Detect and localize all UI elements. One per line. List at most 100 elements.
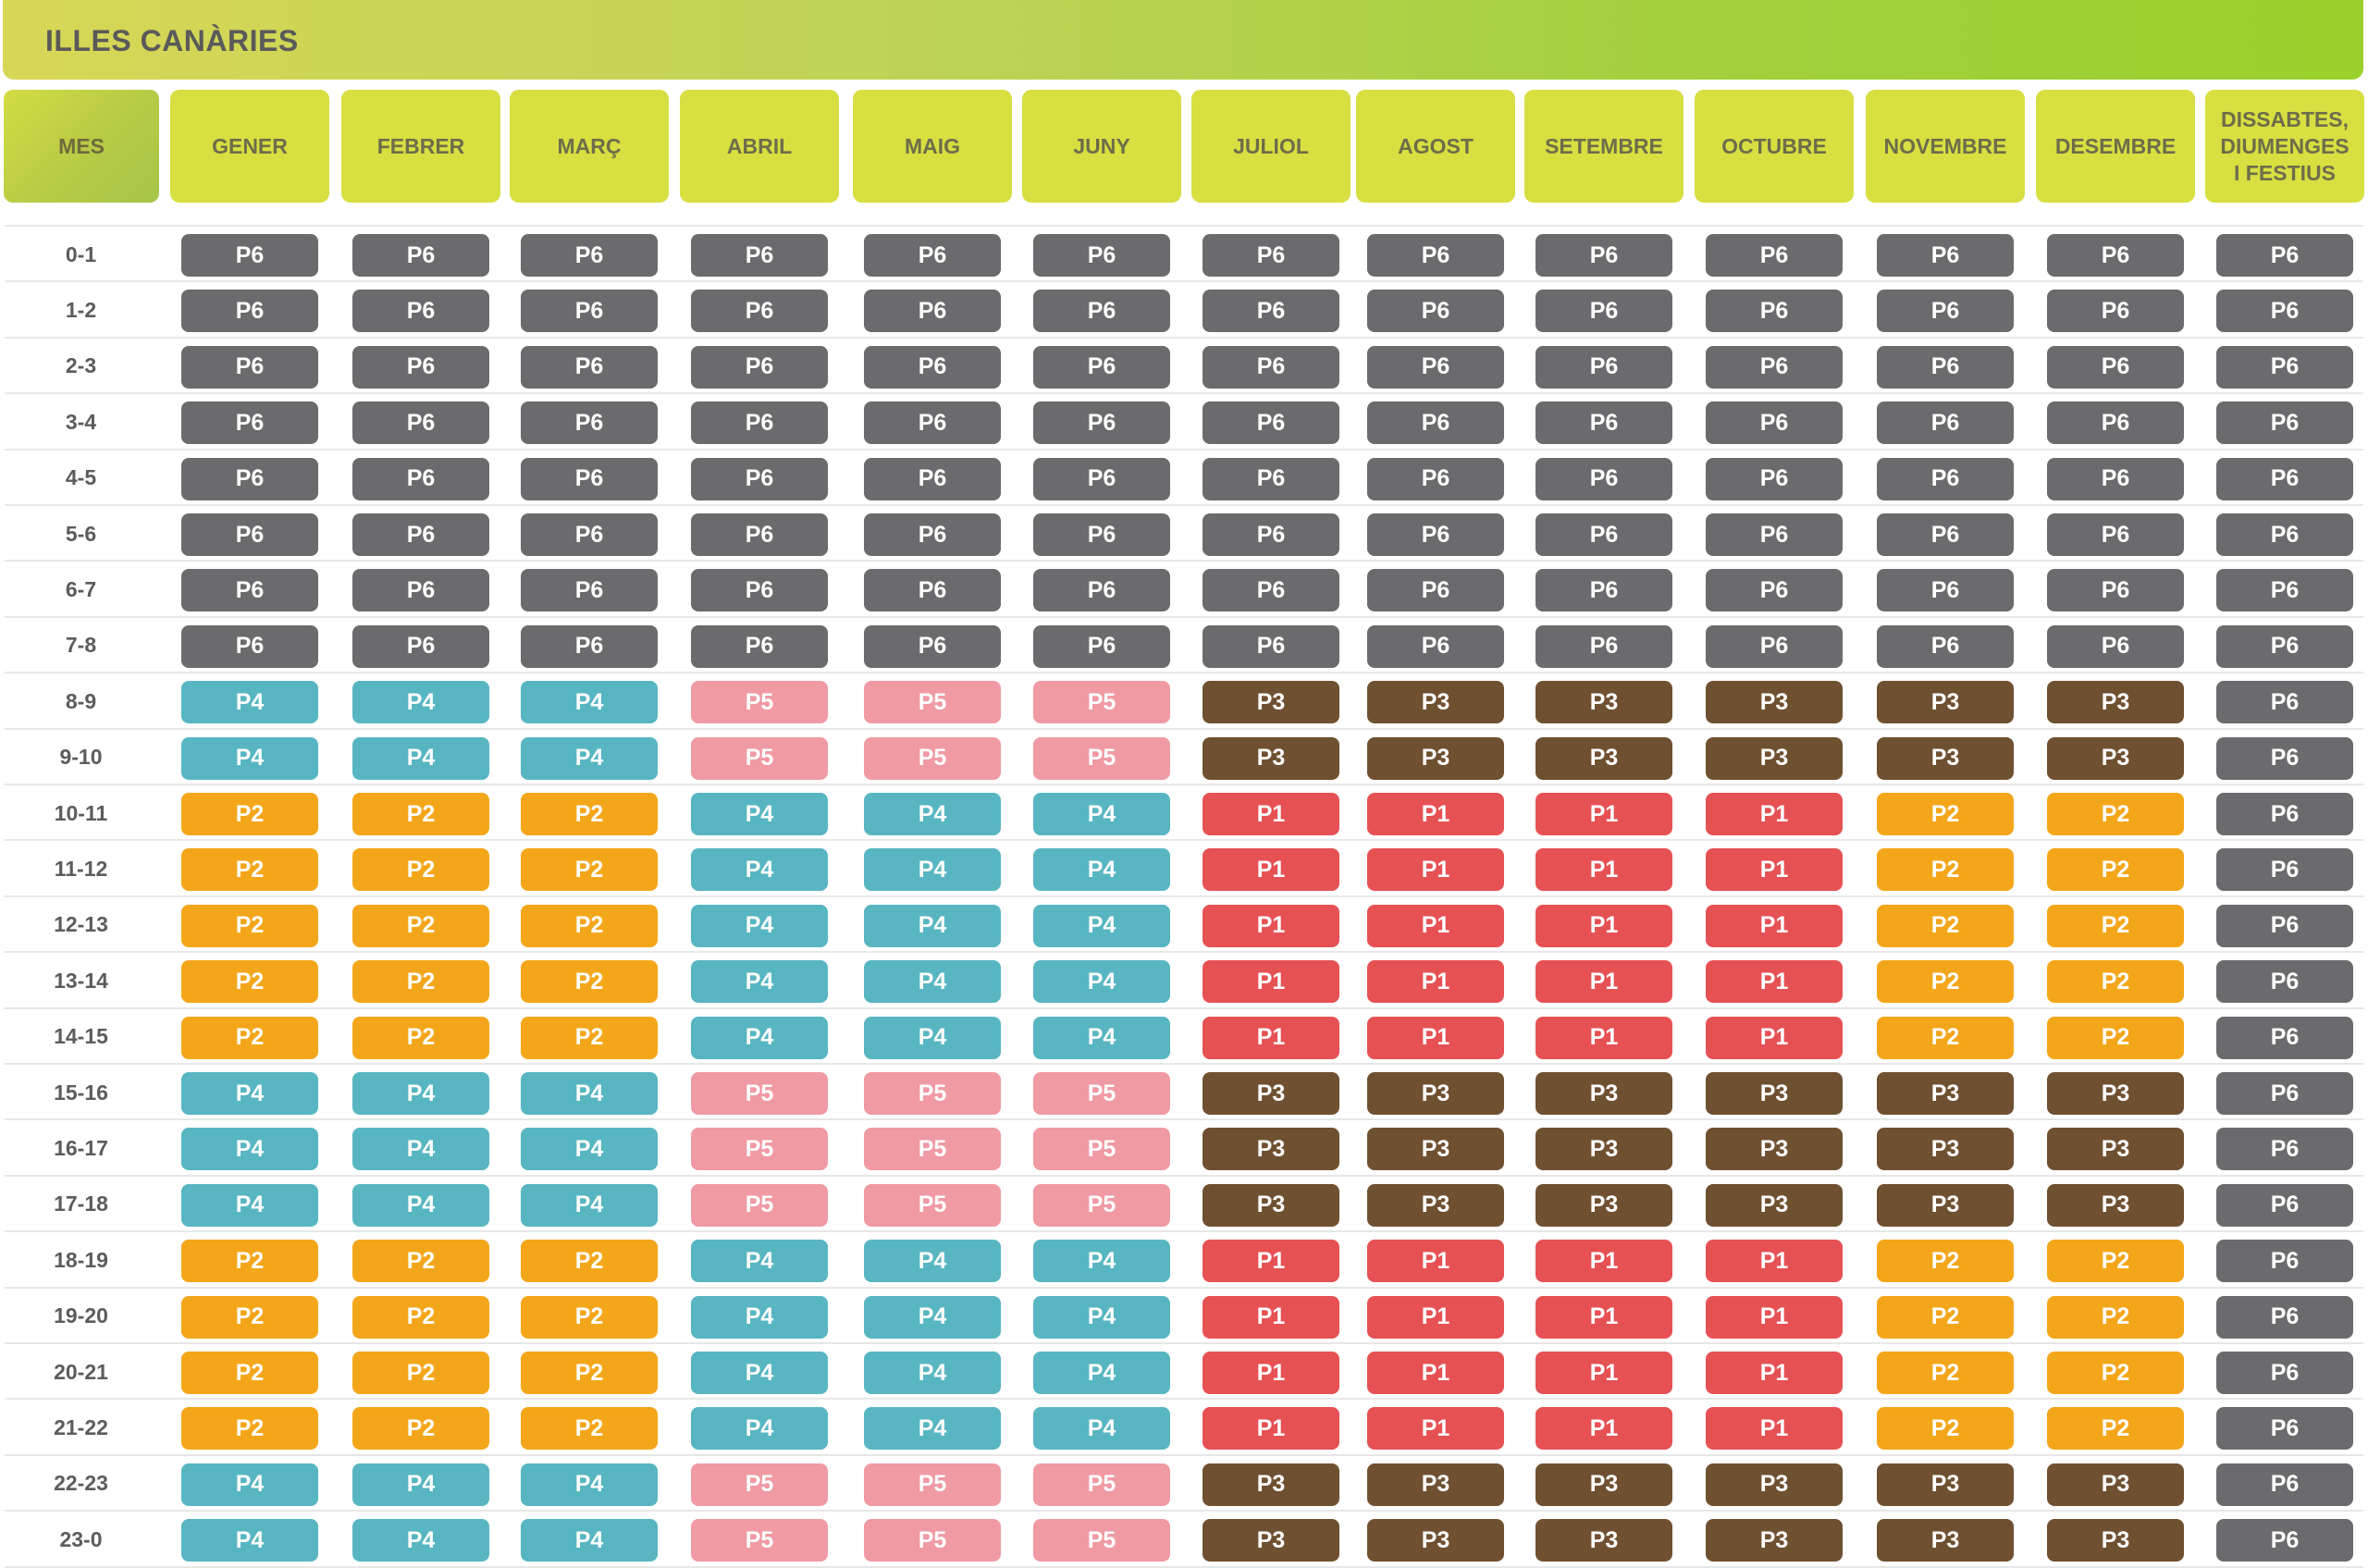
row-divider [5, 1565, 2363, 1568]
period-badge: P3 [2047, 1519, 2184, 1562]
hour-label: 17-18 [54, 1191, 108, 1216]
period-badge: P3 [1536, 1519, 1672, 1562]
row-divider [5, 336, 2363, 339]
period-badge: P1 [1536, 904, 1672, 947]
period-badge: P2 [2047, 1352, 2184, 1394]
row-divider [5, 895, 2363, 897]
table-row: 17-18 P4 P4 P4 P5 P5 P5 P3 P3 P3 P3 P3 P3 P6 [0, 1177, 2368, 1232]
period-badge: P3 [1536, 1072, 1672, 1115]
period-badge: P6 [1202, 569, 1339, 612]
period-badge: P2 [2047, 1407, 2184, 1451]
period-badge: P1 [1202, 960, 1339, 1004]
period-badge: P6 [352, 624, 489, 668]
period-badge: P2 [521, 904, 658, 947]
period-badge: P1 [1536, 960, 1672, 1004]
period-badge: P4 [1033, 1352, 1170, 1394]
table-row: 22-23 P4 P4 P4 P5 P5 P5 P3 P3 P3 P3 P3 P3 P6 [0, 1456, 2368, 1512]
period-badge: P6 [181, 624, 318, 668]
period-badge: P2 [1877, 904, 2014, 947]
header-month-6: JUNY [1022, 90, 1181, 203]
row-divider [5, 839, 2363, 842]
row-divider [5, 392, 2363, 395]
period-badge: P4 [352, 1183, 489, 1227]
period-badge: P4 [864, 1407, 1001, 1451]
period-badge: P4 [864, 1016, 1001, 1059]
period-badge: P3 [1202, 736, 1339, 780]
period-badge: P3 [2047, 1463, 2184, 1506]
period-badge: P4 [1033, 1407, 1170, 1451]
hour-label: 11-12 [54, 856, 108, 881]
period-badge: P6 [864, 569, 1001, 612]
table-row: 15-16 P4 P4 P4 P5 P5 P5 P3 P3 P3 P3 P3 P3 P6 [0, 1065, 2368, 1120]
row-divider [5, 1174, 2363, 1177]
table-row: 4-5 P6 P6 P6 P6 P6 P6 P6 P6 P6 P6 P6 P6 P6 [0, 451, 2368, 506]
hour-label: 2-3 [65, 353, 97, 378]
period-badge: P3 [1877, 1183, 2014, 1227]
period-badge: P6 [1877, 569, 2014, 612]
period-badge: P6 [691, 234, 828, 277]
row-divider [5, 1510, 2363, 1512]
period-badge: P5 [864, 1183, 1001, 1227]
period-badge: P1 [1202, 1295, 1339, 1339]
row-divider [5, 1453, 2363, 1456]
period-badge: P6 [2216, 569, 2353, 612]
period-badge: P4 [691, 848, 828, 892]
table-row: 10-11 P2 P2 P2 P4 P4 P4 P1 P1 P1 P1 P2 P2 P6 [0, 785, 2368, 841]
hour-label: 18-19 [54, 1247, 108, 1272]
period-badge: P2 [1877, 1295, 2014, 1339]
period-badge: P4 [521, 1183, 658, 1227]
hour-label: 23-0 [59, 1526, 103, 1551]
period-badge: P4 [691, 1016, 828, 1059]
period-badge: P2 [521, 1240, 658, 1283]
period-badge: P3 [1202, 1072, 1339, 1115]
period-badge: P6 [1536, 290, 1672, 333]
period-badge: P6 [1706, 569, 1843, 612]
period-badge: P2 [521, 960, 658, 1004]
period-badge: P2 [352, 904, 489, 947]
table-row: 8-9 P4 P4 P4 P5 P5 P5 P3 P3 P3 P3 P3 P3 P6 [0, 673, 2368, 729]
period-badge: P2 [181, 1407, 318, 1451]
period-badge: P6 [1877, 234, 2014, 277]
period-badge: P2 [352, 1240, 489, 1283]
period-badge: P6 [2216, 848, 2353, 892]
period-badge: P6 [181, 290, 318, 333]
period-badge: P2 [1877, 1352, 2014, 1394]
period-badge: P5 [1033, 736, 1170, 780]
period-badge: P6 [1367, 569, 1504, 612]
period-badge: P4 [181, 1072, 318, 1115]
period-badge: P6 [2216, 793, 2353, 835]
hour-label: 12-13 [54, 912, 108, 937]
table-row: 23-0 P4 P4 P4 P5 P5 P5 P3 P3 P3 P3 P3 P3 P6 [0, 1512, 2368, 1567]
period-badge: P1 [1367, 1352, 1504, 1394]
table-row: 2-3 P6 P6 P6 P6 P6 P6 P6 P6 P6 P6 P6 P6 P6 [0, 339, 2368, 394]
period-badge: P2 [1877, 960, 2014, 1004]
period-badge: P1 [1536, 1407, 1672, 1451]
period-badge: P6 [2216, 1295, 2353, 1339]
hour-label: 5-6 [65, 521, 97, 546]
table-row: 13-14 P2 P2 P2 P4 P4 P4 P1 P1 P1 P1 P2 P2 P6 [0, 953, 2368, 1008]
period-badge: P6 [2216, 1183, 2353, 1227]
table-row: 18-19 P2 P2 P2 P4 P4 P4 P1 P1 P1 P1 P2 P2 P6 [0, 1232, 2368, 1288]
period-badge: P2 [521, 1016, 658, 1059]
period-badge: P6 [864, 513, 1001, 556]
period-badge: P6 [352, 401, 489, 445]
period-badge: P1 [1706, 1016, 1843, 1059]
period-badge: P1 [1706, 904, 1843, 947]
period-badge: P1 [1536, 1295, 1672, 1339]
hour-label: 6-7 [65, 576, 97, 601]
period-badge: P3 [1367, 1128, 1504, 1171]
period-badge: P2 [352, 960, 489, 1004]
period-badge: P2 [521, 793, 658, 835]
table-row: 11-12 P2 P2 P2 P4 P4 P4 P1 P1 P1 P1 P2 P2 P6 [0, 841, 2368, 896]
row-divider [5, 727, 2363, 730]
period-badge: P1 [1706, 1407, 1843, 1451]
period-badge: P6 [1367, 457, 1504, 500]
period-badge: P3 [1367, 1519, 1504, 1562]
row-divider [5, 1398, 2363, 1401]
period-badge: P6 [181, 345, 318, 389]
period-badge: P3 [1536, 1463, 1672, 1506]
period-badge: P4 [181, 1463, 318, 1506]
period-badge: P6 [352, 290, 489, 333]
period-badge: P5 [691, 1463, 828, 1506]
period-badge: P1 [1706, 1352, 1843, 1394]
